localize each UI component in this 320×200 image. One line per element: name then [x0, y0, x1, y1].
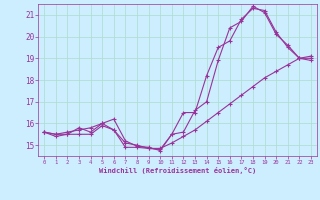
- X-axis label: Windchill (Refroidissement éolien,°C): Windchill (Refroidissement éolien,°C): [99, 167, 256, 174]
